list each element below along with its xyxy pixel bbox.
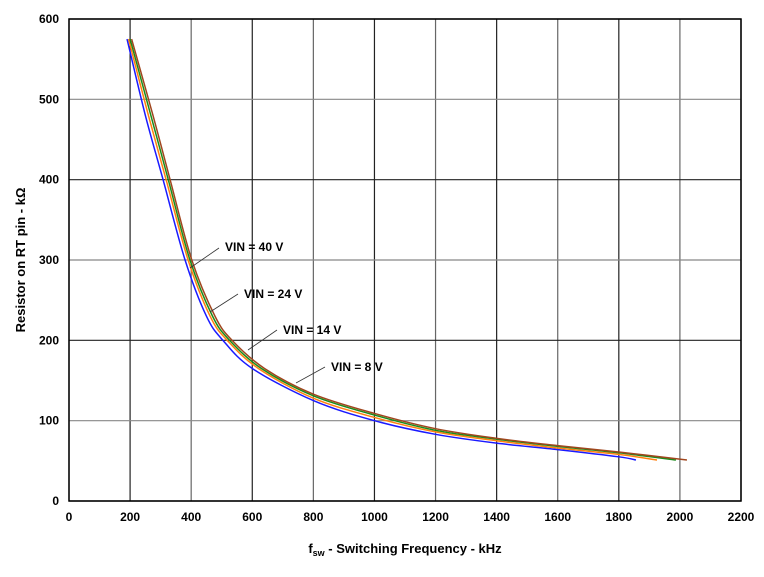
y-tick-label: 500 <box>39 92 59 106</box>
series-line-0 <box>126 38 637 461</box>
series-line-2 <box>129 38 677 461</box>
leader-line <box>247 329 278 351</box>
x-tick-label: 1200 <box>422 510 449 524</box>
leader-line <box>295 366 326 384</box>
x-tick-label: 1000 <box>361 510 388 524</box>
series-annotation: VIN = 14 V <box>283 323 341 337</box>
tick-labels: 0 200 400 600 800 1000 1200 1400 1600 1800 2000 220… <box>39 12 755 524</box>
series-lines <box>126 38 688 461</box>
x-tick-label: 600 <box>242 510 262 524</box>
x-tick-label: 1800 <box>605 510 632 524</box>
x-axis-label: fsw - Switching Frequency - kHz <box>308 541 502 558</box>
y-tick-label: 100 <box>39 414 59 428</box>
plot-frame <box>68 18 742 502</box>
y-tick-label: 300 <box>39 253 59 267</box>
x-tick-label: 1600 <box>544 510 571 524</box>
series-annotation: VIN = 40 V <box>225 240 283 254</box>
x-tick-label: 400 <box>181 510 201 524</box>
y-tick-label: 200 <box>39 333 59 347</box>
y-tick-label: 400 <box>39 173 59 187</box>
x-tick-label: 200 <box>120 510 140 524</box>
x-tick-label: 2000 <box>667 510 694 524</box>
leader-line <box>209 293 239 313</box>
series-line-3 <box>130 38 688 461</box>
series-annotation: VIN = 8 V <box>331 360 383 374</box>
series-annotation: VIN = 24 V <box>244 287 302 301</box>
series-line-1 <box>127 38 658 461</box>
x-tick-label: 800 <box>303 510 323 524</box>
y-axis-label: Resistor on RT pin - kΩ <box>13 188 28 333</box>
x-tick-label: 1400 <box>483 510 510 524</box>
x-tick-label: 2200 <box>728 510 755 524</box>
annotations: VIN = 40 V VIN = 24 V VIN = 14 V VIN = 8 V <box>189 240 383 384</box>
x-tick-label: 0 <box>66 510 73 524</box>
y-tick-label: 600 <box>39 12 59 26</box>
leader-line <box>189 247 220 269</box>
y-tick-label: 0 <box>52 494 59 508</box>
